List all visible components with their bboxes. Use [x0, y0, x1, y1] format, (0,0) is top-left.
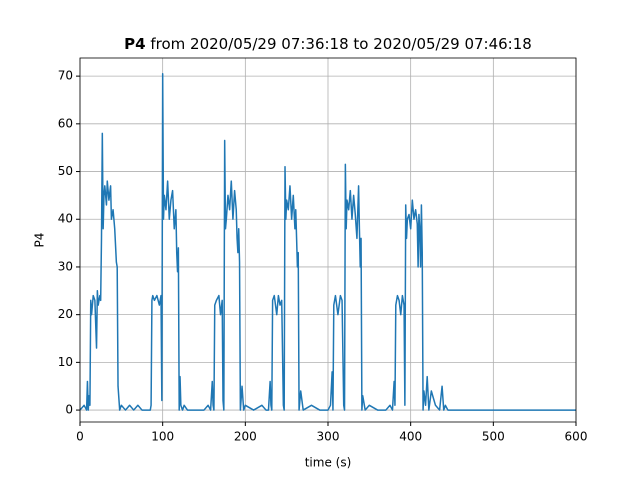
y-axis-label: P4 — [33, 233, 47, 248]
y-tick-label: 10 — [58, 355, 73, 369]
y-tick-label: 20 — [58, 307, 73, 321]
x-tick-label: 400 — [399, 430, 422, 444]
x-tick-label: 300 — [317, 430, 340, 444]
x-tick-label: 100 — [151, 430, 174, 444]
y-tick-label: 40 — [58, 212, 73, 226]
x-tick-label: 500 — [482, 430, 505, 444]
y-tick-label: 70 — [58, 69, 73, 83]
title-rest: from 2020/05/29 07:36:18 to 2020/05/29 0… — [150, 35, 531, 53]
chart-title: P4 from 2020/05/29 07:36:18 to 2020/05/2… — [124, 35, 532, 53]
y-tick-label: 0 — [65, 403, 73, 417]
y-tick-label: 50 — [58, 164, 73, 178]
y-tick-label: 30 — [58, 259, 73, 273]
axes-frame — [79, 57, 577, 423]
y-tick-label: 60 — [58, 116, 73, 130]
x-tick-label: 0 — [76, 430, 84, 444]
x-axis-label: time (s) — [305, 456, 352, 470]
title-bold: P4 — [124, 35, 145, 53]
data-line — [79, 72, 576, 411]
x-tick-label: 200 — [234, 430, 257, 444]
x-tick-label: 600 — [565, 430, 588, 444]
